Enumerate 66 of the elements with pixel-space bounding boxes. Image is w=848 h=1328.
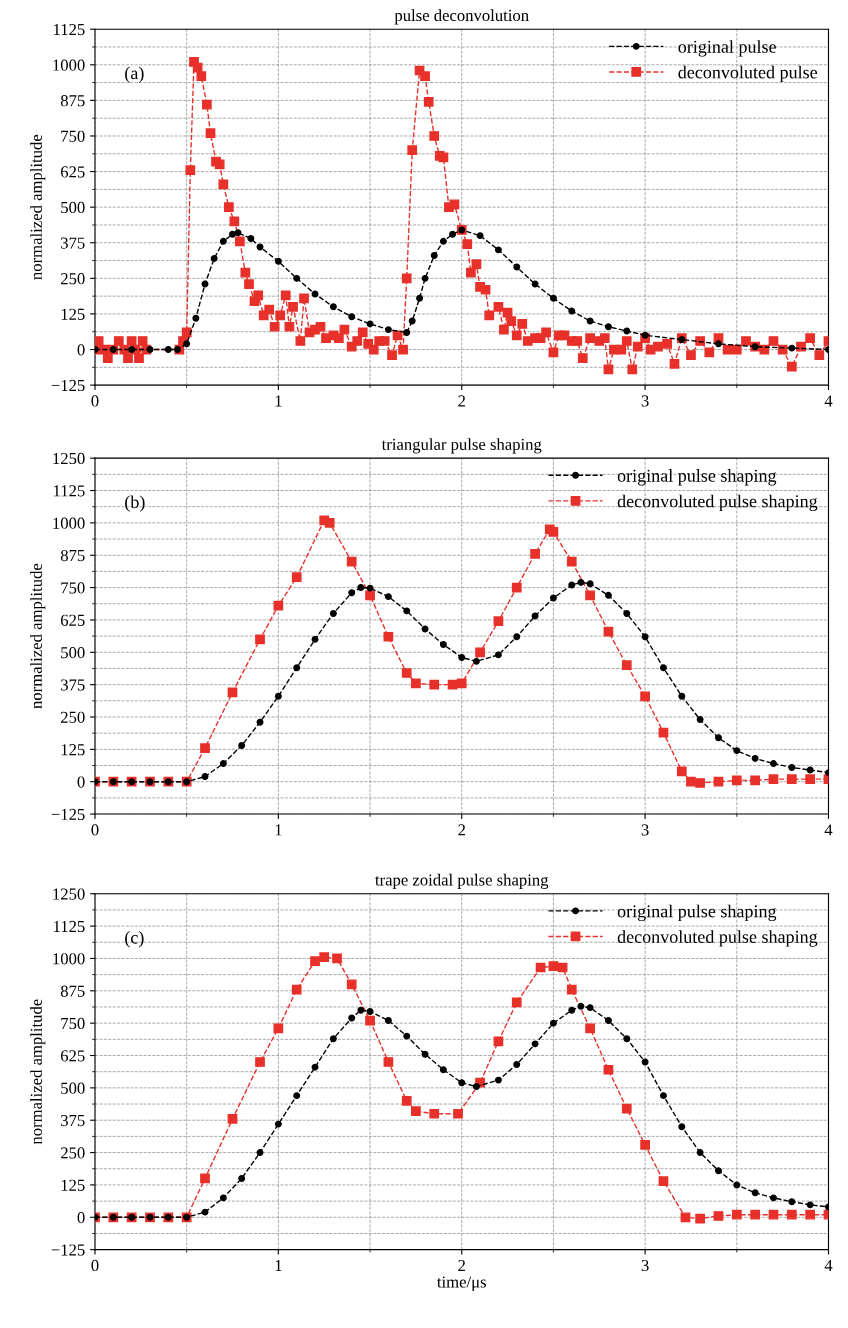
annotation: (a) — [125, 66, 144, 83]
x-tick-label: 0 — [91, 1259, 99, 1272]
x-tick-label: 0 — [91, 395, 99, 407]
y-tick-label: 1000 — [53, 59, 85, 71]
y-tick-label: 125 — [61, 1179, 85, 1191]
legend-label: original pulse — [678, 40, 776, 57]
y-tick-label: −125 — [51, 1244, 85, 1256]
y-tick-label: 750 — [61, 1017, 85, 1030]
y-tick-label: 625 — [60, 166, 85, 178]
legend-label: deconvoluted pulse shaping — [617, 930, 818, 947]
y-tick-label: 1000 — [53, 953, 85, 965]
y-tick-label: 0 — [77, 1211, 85, 1224]
y-tick-label: 1250 — [53, 888, 85, 900]
x-tick-label: 4 — [824, 824, 833, 836]
legend-label: original pulse shaping — [617, 904, 777, 922]
annotation: (b) — [125, 495, 145, 512]
legend-label: original pulse shaping — [617, 469, 777, 486]
y-tick-label: 0 — [77, 776, 85, 788]
y-tick-label: −125 — [51, 379, 85, 392]
y-tick-label: 375 — [61, 237, 85, 249]
legend-label: deconvoluted pulse — [678, 65, 818, 83]
y-tick-label: 875 — [60, 985, 85, 997]
x-tick-label: 3 — [641, 824, 649, 836]
y-tick-label: 750 — [61, 130, 85, 142]
y-tick-label: 1000 — [53, 517, 85, 529]
x-tick-label: 2 — [458, 1259, 465, 1271]
y-tick-label: 1125 — [54, 23, 85, 36]
y-axis-title: normalized amplitude — [30, 563, 46, 709]
y-tick-label: 250 — [60, 1147, 85, 1159]
y-tick-label: 125 — [61, 308, 85, 320]
y-tick-label: 500 — [61, 1082, 85, 1094]
y-tick-label: 1250 — [53, 452, 85, 465]
x-tick-label: 1 — [275, 1259, 282, 1271]
y-tick-label: 250 — [60, 711, 85, 723]
x-tick-label: 4 — [824, 1259, 833, 1271]
y-axis-title: normalized amplitude — [30, 134, 46, 280]
y-tick-label: 500 — [61, 646, 85, 659]
x-tick-label: 2 — [458, 824, 465, 836]
y-tick-label: 875 — [60, 95, 85, 107]
x-tick-label: 0 — [91, 824, 99, 836]
x-tick-label: 4 — [824, 395, 833, 407]
y-tick-label: 375 — [61, 679, 85, 691]
y-tick-label: 250 — [60, 273, 85, 285]
x-tick-label: 1 — [275, 395, 282, 407]
x-tick-label: 1 — [275, 824, 282, 836]
x-tick-label: 3 — [641, 395, 649, 407]
y-tick-label: −125 — [51, 808, 85, 821]
x-tick-label: 3 — [641, 1259, 649, 1272]
y-tick-label: 1125 — [54, 485, 85, 497]
y-tick-label: 375 — [61, 1114, 85, 1127]
x-axis-title: time/μs — [437, 1276, 486, 1291]
y-tick-label: 625 — [60, 1050, 85, 1062]
x-tick-label: 2 — [458, 395, 465, 407]
y-tick-label: 500 — [61, 201, 85, 214]
y-tick-label: 1125 — [54, 920, 85, 933]
y-tick-label: 875 — [60, 549, 85, 562]
chart-title: trape zoidal pulse shaping — [375, 873, 549, 890]
y-axis-title: normalized amplitude — [30, 999, 46, 1145]
legend-label: deconvoluted pulse shaping — [617, 494, 818, 512]
y-tick-label: 750 — [61, 582, 85, 594]
y-tick-label: 125 — [61, 744, 85, 756]
y-tick-label: 625 — [60, 614, 85, 626]
chart-title: triangular pulse shaping — [381, 438, 542, 454]
annotation: (c) — [125, 931, 144, 948]
y-tick-label: 0 — [77, 344, 85, 356]
chart-title: pulse deconvolution — [394, 9, 529, 25]
